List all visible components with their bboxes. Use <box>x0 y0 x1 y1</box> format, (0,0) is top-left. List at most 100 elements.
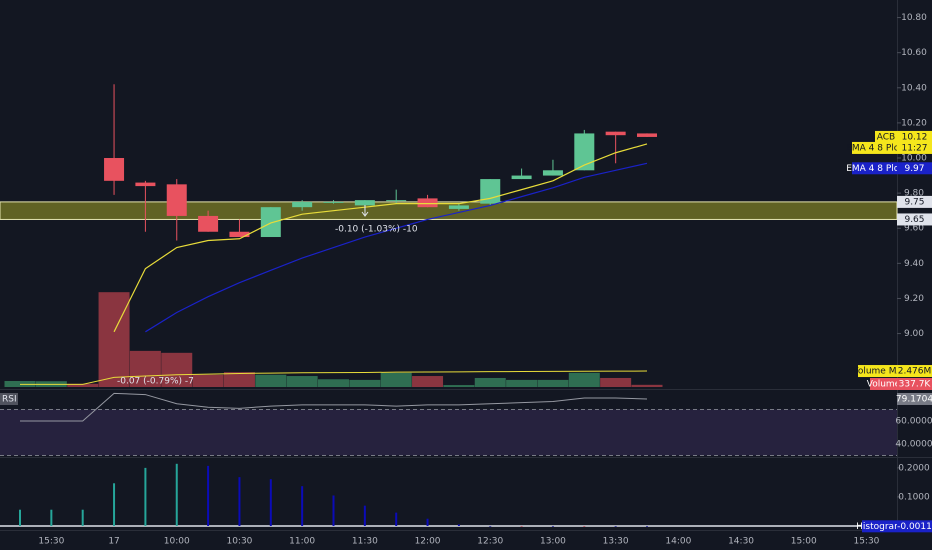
histogram-bar <box>144 467 147 526</box>
histogram-bar <box>646 525 648 527</box>
histogram-bar <box>395 512 398 526</box>
annotation: -0.10 (-1.03%) -10 <box>335 225 418 235</box>
histogram-bar <box>50 509 53 526</box>
volume-bar <box>443 385 475 387</box>
volume-bar <box>349 379 381 387</box>
histogram-bar <box>363 505 366 526</box>
ema-fast-line <box>113 143 648 333</box>
band-high-badge-bg <box>897 195 932 208</box>
x-tick-label: 10:00 <box>164 537 190 547</box>
x-tick-label: 14:00 <box>665 537 691 547</box>
ema-slow-badge: EMA 4 8 Plot <box>846 164 903 174</box>
histogram-bar <box>551 525 554 527</box>
volume-badge-bg <box>870 378 897 390</box>
volume-bar <box>537 379 569 387</box>
histogram-bar <box>113 483 116 526</box>
y-tick-label: 9.60 <box>904 224 924 234</box>
volume-bar <box>600 377 632 387</box>
histogram-badge-bg <box>862 520 897 533</box>
candle-body <box>354 200 375 206</box>
histogram-bar <box>175 463 178 526</box>
symbol-badge-bg <box>875 130 897 143</box>
ema-fast-value-badge-bg <box>897 141 932 154</box>
histogram-badge: Histogram <box>856 522 903 532</box>
y-tick-label: 10.80 <box>901 13 927 23</box>
volume-bar <box>67 383 99 387</box>
volume-value-badge-bg <box>897 378 932 390</box>
candle-body <box>292 201 313 208</box>
candle-body <box>605 131 626 136</box>
x-tick-label: 11:00 <box>289 537 315 547</box>
volume-bar <box>412 376 444 387</box>
x-tick-label: 15:30 <box>853 537 879 547</box>
histogram-value-badge: -0.0011 <box>897 522 932 532</box>
histogram-bar <box>426 518 429 526</box>
candle-body <box>135 182 156 187</box>
x-tick-label: 10:30 <box>226 537 252 547</box>
annotation-arrow <box>361 205 369 217</box>
y-tick-label: 9.80 <box>904 189 924 199</box>
histogram-bar <box>614 525 617 527</box>
rsi-line <box>20 392 648 422</box>
ema-slow-value-badge-bg <box>897 162 932 175</box>
rsi-title-bg <box>0 393 18 405</box>
y-tick-label: 0.2000 <box>898 463 930 473</box>
band-low-badge: 9.65 <box>904 215 924 225</box>
y-tick-label: 10.20 <box>901 118 927 128</box>
volume-ma-badge: Volume MA <box>852 367 903 377</box>
candle-body <box>574 133 595 171</box>
candle-body <box>542 170 563 176</box>
last-price-badge-bg <box>897 130 932 143</box>
candle-body <box>229 231 250 238</box>
histogram-bar <box>238 477 241 526</box>
zone-band <box>0 201 898 220</box>
candle-body <box>260 207 281 238</box>
volume-ma-value-badge-bg <box>897 365 932 378</box>
last-price-badge: 10.12 <box>902 132 928 142</box>
histogram-bar <box>269 479 272 526</box>
y-tick-label: 10.00 <box>901 154 927 164</box>
candle-body <box>386 200 407 202</box>
band-low-badge-bg <box>897 213 932 226</box>
volume-value-badge: 337.7K <box>899 380 932 390</box>
annotation: -0.07 (-0.79%) -7 <box>117 377 194 387</box>
volume-ma-line <box>20 370 648 385</box>
rsi-value-badge: 79.1704 <box>896 394 932 404</box>
band-high-badge: 9.75 <box>904 197 924 207</box>
rsi-band-fill <box>0 409 897 456</box>
volume-bar <box>286 376 318 387</box>
histogram-bar <box>583 525 586 527</box>
volume-bar <box>506 379 538 387</box>
candle-body <box>417 198 438 208</box>
candle-body <box>448 205 469 209</box>
histogram-bar <box>520 525 523 527</box>
rsi-title: RSI <box>2 395 17 405</box>
x-tick-label: 11:30 <box>352 537 378 547</box>
volume-bar <box>380 372 412 387</box>
volume-bar <box>568 372 600 387</box>
histogram-bar <box>207 465 210 526</box>
ema-slow-line <box>145 162 648 333</box>
volume-ma-badge-bg <box>858 365 897 378</box>
histogram-bar <box>332 495 335 526</box>
x-tick-label: 12:00 <box>415 537 441 547</box>
ema-slow-badge-bg <box>852 162 897 175</box>
x-tick-label: 15:00 <box>791 537 817 547</box>
candle-body <box>511 175 532 180</box>
candle-body <box>104 158 125 181</box>
x-tick-label: 15:30 <box>38 537 64 547</box>
histogram-value-badge-bg <box>897 520 932 533</box>
y-tick-label: 10.60 <box>901 48 927 58</box>
candle-body <box>198 215 219 232</box>
histogram-bar <box>81 509 84 526</box>
histogram-bar <box>457 524 460 526</box>
candle-body <box>166 184 187 216</box>
volume-bar <box>223 372 255 387</box>
volume-bar <box>129 350 161 387</box>
volume-bar <box>255 374 287 387</box>
ema-fast-value-badge: 11:27 <box>902 143 928 153</box>
histogram-bar <box>19 509 21 526</box>
y-tick-label: 40.0000 <box>895 440 932 450</box>
